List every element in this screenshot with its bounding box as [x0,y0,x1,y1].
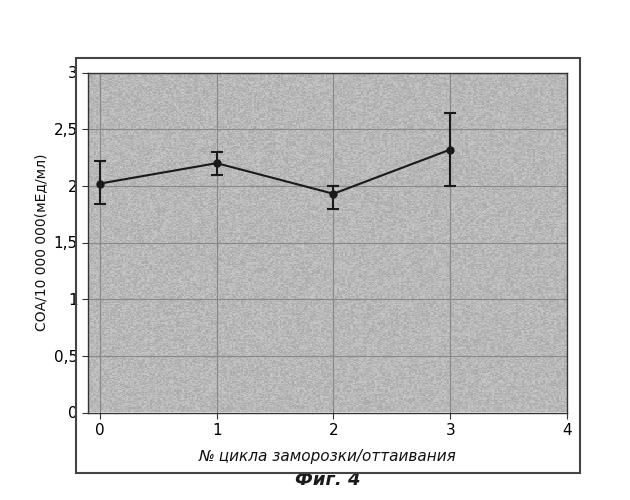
X-axis label: № цикла заморозки/оттаивания: № цикла заморозки/оттаивания [198,449,457,464]
Text: Фиг. 4: Фиг. 4 [295,471,360,489]
Y-axis label: СОА/10 000 000(мЕд/мл): СОА/10 000 000(мЕд/мл) [34,154,48,331]
